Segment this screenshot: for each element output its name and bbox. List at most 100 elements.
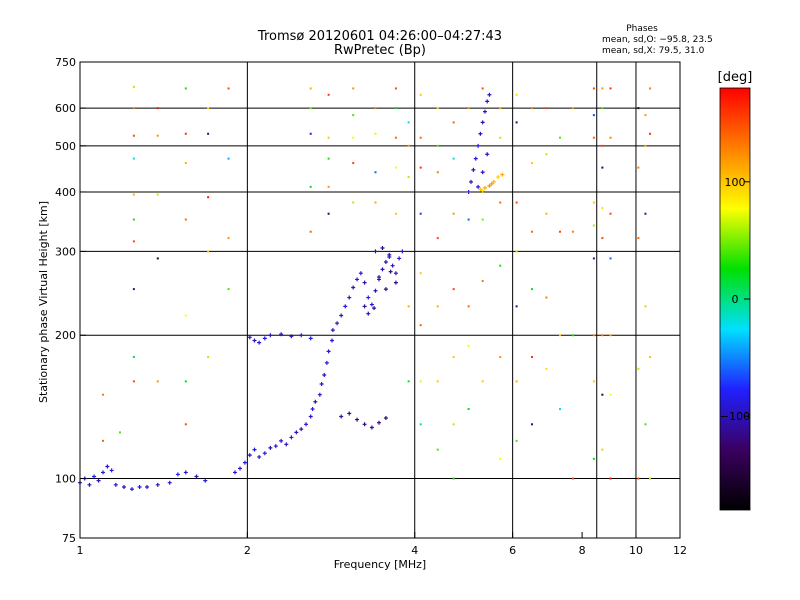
data-point bbox=[299, 333, 304, 338]
data-point bbox=[156, 107, 159, 110]
data-point bbox=[452, 288, 455, 291]
data-point bbox=[487, 183, 492, 188]
data-point bbox=[102, 439, 105, 442]
data-point bbox=[352, 87, 355, 90]
data-point bbox=[268, 333, 273, 338]
data-point bbox=[330, 328, 335, 333]
data-point bbox=[207, 196, 210, 199]
data-point bbox=[515, 305, 518, 308]
data-point bbox=[156, 193, 159, 196]
data-point bbox=[343, 304, 348, 309]
data-point bbox=[102, 393, 105, 396]
data-point bbox=[436, 305, 439, 308]
data-point bbox=[394, 136, 397, 139]
data-point bbox=[419, 324, 422, 327]
data-point bbox=[601, 207, 604, 210]
data-point bbox=[184, 314, 187, 317]
data-point bbox=[452, 477, 455, 480]
data-point bbox=[637, 237, 640, 240]
data-point bbox=[637, 166, 640, 169]
data-point bbox=[471, 167, 476, 172]
data-point bbox=[132, 240, 135, 243]
x-tick-label: 10 bbox=[629, 544, 643, 557]
data-point bbox=[499, 457, 502, 460]
legend-line-o: mean, sd,O: −95.8, 23.5 bbox=[602, 35, 713, 45]
data-point bbox=[649, 132, 652, 135]
data-point bbox=[601, 334, 604, 337]
data-point bbox=[380, 246, 385, 251]
data-point bbox=[113, 482, 118, 487]
data-point bbox=[247, 453, 252, 458]
data-point bbox=[491, 179, 496, 184]
data-point bbox=[175, 472, 180, 477]
data-point bbox=[601, 144, 604, 147]
data-point bbox=[374, 171, 377, 174]
data-point bbox=[374, 107, 377, 110]
data-point bbox=[279, 438, 284, 443]
data-point bbox=[362, 304, 367, 309]
data-point bbox=[132, 218, 135, 221]
data-point bbox=[183, 470, 188, 475]
data-point bbox=[377, 275, 382, 280]
data-point bbox=[419, 136, 422, 139]
data-point bbox=[571, 230, 574, 233]
data-point bbox=[515, 201, 518, 204]
data-point bbox=[374, 201, 377, 204]
data-point bbox=[649, 356, 652, 359]
data-point bbox=[184, 132, 187, 135]
x-tick-label: 4 bbox=[411, 544, 418, 557]
data-point bbox=[601, 448, 604, 451]
data-point bbox=[545, 107, 548, 110]
data-point bbox=[481, 87, 484, 90]
data-point bbox=[304, 422, 309, 427]
data-point bbox=[469, 179, 474, 184]
data-point bbox=[309, 132, 312, 135]
data-point bbox=[436, 144, 439, 147]
data-point bbox=[545, 212, 548, 215]
data-point bbox=[327, 136, 330, 139]
data-point bbox=[252, 338, 257, 343]
data-point bbox=[407, 305, 410, 308]
data-point bbox=[452, 157, 455, 160]
data-point bbox=[397, 256, 402, 261]
data-point bbox=[394, 87, 397, 90]
data-point bbox=[156, 134, 159, 137]
data-point bbox=[400, 249, 405, 254]
data-point bbox=[227, 87, 230, 90]
data-point bbox=[644, 114, 647, 117]
data-point bbox=[393, 271, 398, 276]
data-point bbox=[383, 416, 388, 421]
data-point bbox=[339, 414, 344, 419]
y-tick-label: 100 bbox=[55, 473, 76, 486]
data-point bbox=[372, 306, 377, 311]
data-point bbox=[419, 272, 422, 275]
data-point bbox=[499, 356, 502, 359]
data-point bbox=[132, 157, 135, 160]
data-point bbox=[649, 477, 652, 480]
data-point bbox=[476, 143, 481, 148]
data-point bbox=[238, 466, 243, 471]
data-point bbox=[419, 423, 422, 426]
data-point bbox=[132, 85, 135, 88]
data-point bbox=[452, 121, 455, 124]
data-point bbox=[482, 109, 487, 114]
data-point bbox=[322, 373, 327, 378]
data-point bbox=[592, 114, 595, 117]
data-point bbox=[309, 185, 312, 188]
data-point bbox=[262, 336, 267, 341]
data-point bbox=[489, 181, 494, 186]
data-point bbox=[394, 212, 397, 215]
data-point bbox=[467, 344, 470, 347]
data-point bbox=[373, 249, 378, 254]
data-point bbox=[118, 431, 121, 434]
data-point bbox=[571, 477, 574, 480]
data-point bbox=[481, 280, 484, 283]
data-point bbox=[609, 87, 612, 90]
chart-title: Tromsø 20120601 04:26:00–04:27:43 bbox=[257, 29, 502, 44]
data-point bbox=[324, 360, 329, 365]
data-point bbox=[387, 252, 392, 257]
data-point bbox=[480, 188, 485, 193]
data-point bbox=[366, 295, 371, 300]
data-point bbox=[467, 218, 470, 221]
data-point bbox=[369, 425, 374, 430]
